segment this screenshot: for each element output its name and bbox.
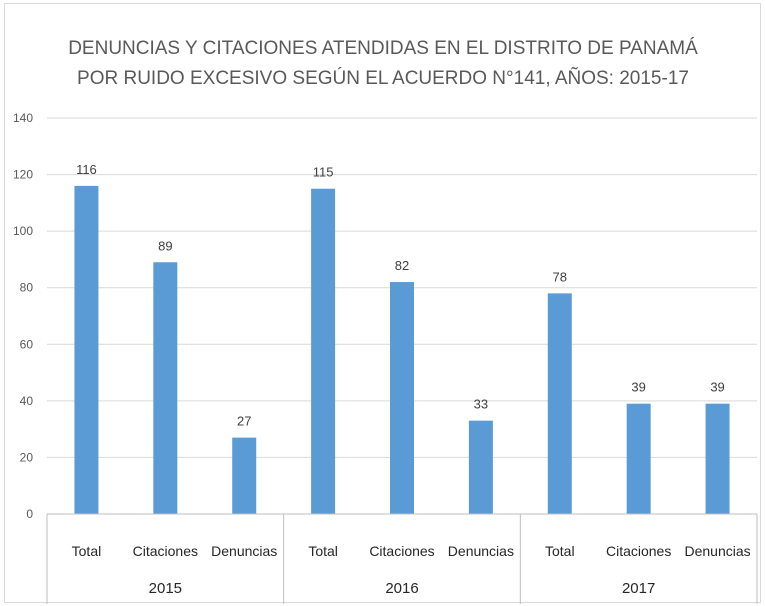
chart-title-line-1: DENUNCIAS Y CITACIONES ATENDIDAS EN EL D… xyxy=(68,38,698,59)
y-tick-label: 100 xyxy=(13,224,33,238)
y-tick-label: 80 xyxy=(20,281,34,295)
data-label: 115 xyxy=(313,165,334,180)
y-tick-label: 140 xyxy=(13,111,33,125)
data-label: 39 xyxy=(710,380,724,395)
bar xyxy=(626,403,651,514)
bar xyxy=(153,262,178,514)
x-group-label: 2016 xyxy=(385,580,418,597)
y-tick-label: 20 xyxy=(20,450,34,464)
x-category-label: Citaciones xyxy=(606,543,671,559)
x-category-label: Denuncias xyxy=(448,543,514,559)
x-category-label: Total xyxy=(72,543,102,559)
data-label: 89 xyxy=(158,238,172,253)
data-label: 116 xyxy=(76,162,97,177)
y-tick-label: 40 xyxy=(20,394,34,408)
bar xyxy=(232,437,257,514)
data-label: 33 xyxy=(474,397,488,412)
y-axis-ticks: 0 20 40 60 80 100 120 140 xyxy=(13,111,33,521)
data-label: 27 xyxy=(237,414,251,429)
x-category-label: Citaciones xyxy=(369,543,434,559)
x-category-label: Total xyxy=(545,543,575,559)
bar xyxy=(74,185,99,514)
x-category-label: Citaciones xyxy=(133,543,198,559)
data-label: 82 xyxy=(395,258,409,273)
bar xyxy=(390,282,414,514)
chart-frame: DENUNCIAS Y CITACIONES ATENDIDAS EN EL D… xyxy=(4,3,761,604)
bar xyxy=(547,293,572,514)
x-group-label: 2017 xyxy=(622,580,655,597)
bars xyxy=(74,185,730,514)
y-tick-label: 120 xyxy=(13,168,33,182)
x-category-label: Total xyxy=(308,543,338,559)
y-tick-label: 0 xyxy=(26,507,33,521)
bar xyxy=(468,420,493,514)
data-label: 78 xyxy=(553,269,567,284)
y-tick-label: 60 xyxy=(20,337,34,351)
bar-chart: DENUNCIAS Y CITACIONES ATENDIDAS EN EL D… xyxy=(13,38,758,604)
x-category-label: Denuncias xyxy=(211,543,277,559)
bar xyxy=(705,403,730,514)
bar xyxy=(311,188,336,514)
x-axis: Total Citaciones Denuncias Total Citaciones D… xyxy=(46,513,758,604)
data-label: 39 xyxy=(631,380,645,395)
chart-title-line-2: POR RUIDO EXCESIVO SEGÚN EL ACUERDO N°14… xyxy=(77,67,689,89)
x-group-label: 2015 xyxy=(149,580,182,597)
data-labels: 116 89 27 115 82 33 78 39 39 xyxy=(76,162,725,429)
x-category-label: Denuncias xyxy=(684,543,750,559)
